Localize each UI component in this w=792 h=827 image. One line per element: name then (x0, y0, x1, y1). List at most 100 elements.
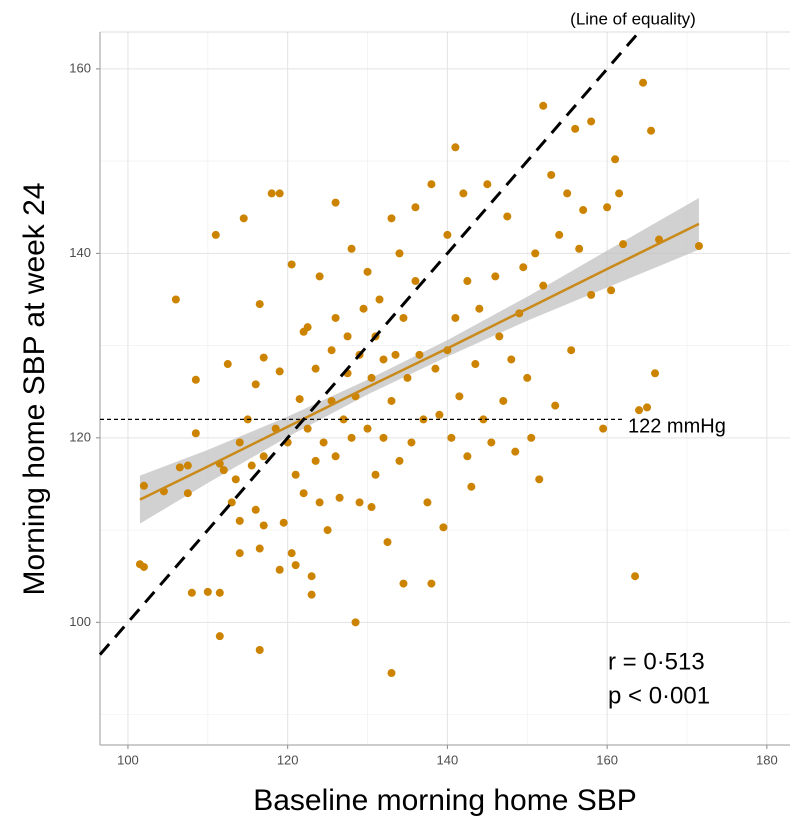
data-point (247, 461, 256, 470)
data-point (451, 313, 460, 322)
data-point (311, 364, 320, 373)
data-point (527, 433, 536, 442)
data-point (395, 456, 404, 465)
data-point (267, 189, 276, 198)
data-point (235, 516, 244, 525)
data-point (307, 590, 316, 599)
data-point (439, 523, 448, 532)
stat-p: p < 0·001 (608, 682, 710, 709)
data-point (379, 433, 388, 442)
data-point (223, 360, 232, 369)
data-point (643, 403, 652, 412)
data-point (255, 544, 264, 553)
data-point (467, 482, 476, 491)
data-point (203, 587, 212, 596)
data-point (647, 126, 656, 135)
equality-label: (Line of equality) (570, 9, 696, 28)
data-point (511, 447, 520, 456)
data-point (387, 214, 396, 223)
data-point (631, 572, 640, 581)
data-point (275, 189, 284, 198)
data-point (531, 249, 540, 258)
data-point (251, 505, 260, 514)
data-point (331, 452, 340, 461)
data-point (231, 475, 240, 484)
data-point (447, 433, 456, 442)
data-point (427, 180, 436, 189)
data-point (495, 332, 504, 341)
data-point (255, 645, 264, 654)
data-point (611, 155, 620, 164)
data-point (359, 304, 368, 313)
data-point (635, 406, 644, 415)
data-point (235, 438, 244, 447)
data-point (215, 588, 224, 597)
data-point (411, 203, 420, 212)
data-point (639, 78, 648, 87)
data-point (171, 295, 180, 304)
data-point (427, 579, 436, 588)
data-point (215, 632, 224, 641)
data-point (423, 498, 432, 507)
data-point (571, 124, 580, 133)
data-point (435, 410, 444, 419)
y-axis-title: Morning home SBP at week 24 (18, 182, 51, 595)
data-point (567, 346, 576, 355)
y-tick-label: 160 (69, 60, 91, 75)
data-point (503, 212, 512, 221)
data-point (443, 230, 452, 239)
data-point (319, 438, 328, 447)
data-point (183, 461, 192, 470)
data-point (251, 380, 260, 389)
stat-r: r = 0·513 (608, 648, 705, 675)
data-point (651, 369, 660, 378)
data-point (587, 290, 596, 299)
data-point (399, 313, 408, 322)
data-point (539, 281, 548, 290)
data-point (295, 395, 304, 404)
data-point (523, 373, 532, 382)
data-point (387, 669, 396, 678)
data-point (383, 538, 392, 547)
data-point (395, 249, 404, 258)
threshold-label: 122 mmHg (628, 415, 726, 437)
data-point (491, 272, 500, 281)
data-point (463, 452, 472, 461)
data-point (499, 396, 508, 405)
data-point (303, 424, 312, 433)
data-point (579, 206, 588, 215)
data-point (339, 415, 348, 424)
data-point (367, 503, 376, 512)
data-point (411, 277, 420, 286)
data-point (327, 346, 336, 355)
fit-line (139, 222, 700, 501)
data-point (587, 117, 596, 126)
data-point (275, 565, 284, 574)
data-point (607, 286, 616, 295)
data-point (311, 456, 320, 465)
data-point (275, 367, 284, 376)
data-point (535, 475, 544, 484)
data-point (539, 101, 548, 110)
data-point (323, 526, 332, 535)
data-point (139, 481, 148, 490)
data-point (399, 579, 408, 588)
data-point (279, 518, 288, 527)
data-point (407, 438, 416, 447)
data-point (287, 549, 296, 558)
data-point (563, 189, 572, 198)
data-point (455, 392, 464, 401)
data-point (175, 463, 184, 472)
data-point (315, 498, 324, 507)
data-point (331, 198, 340, 207)
data-point (255, 300, 264, 309)
data-point (183, 489, 192, 498)
data-point (315, 272, 324, 281)
data-point (331, 313, 340, 322)
y-tick-label: 140 (69, 245, 91, 260)
data-point (599, 424, 608, 433)
data-point (547, 170, 556, 179)
data-point (335, 493, 344, 502)
data-point (363, 267, 372, 276)
